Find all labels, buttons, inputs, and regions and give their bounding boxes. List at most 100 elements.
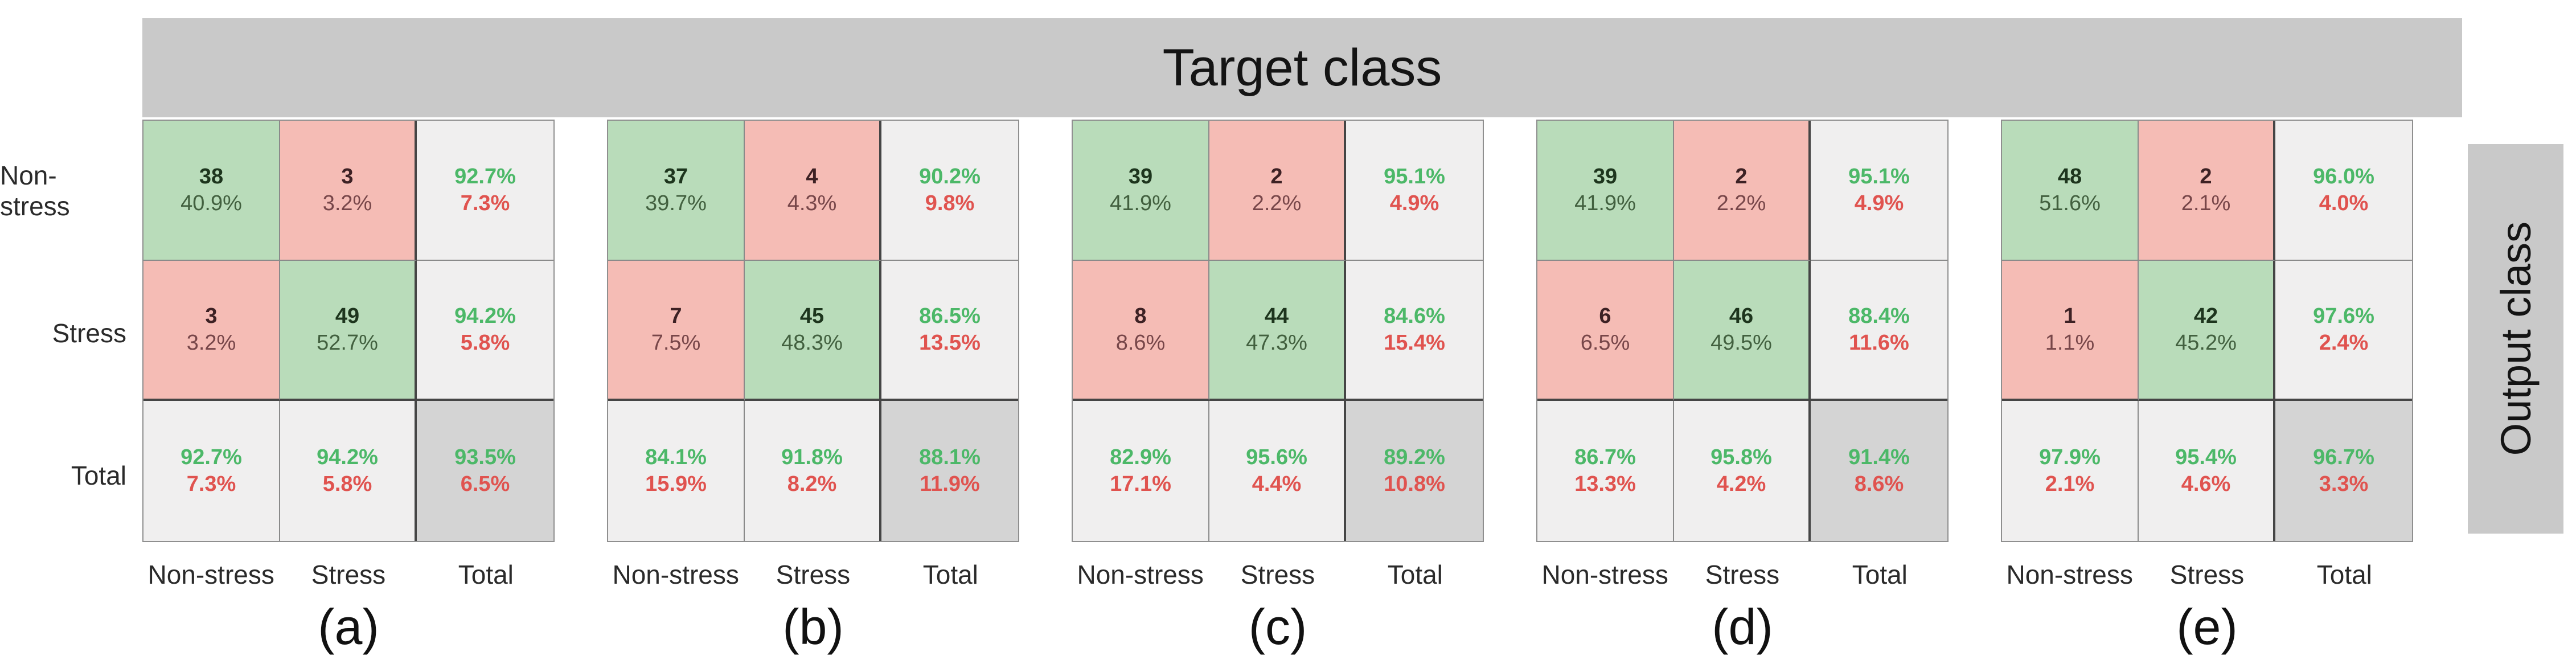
matrices-row: 38 40.9% 3 3.2% 92.7% 7.3% 3 3.2% 49 52.7% 94.2% 5.… bbox=[142, 120, 2413, 656]
column-label-total: Total bbox=[1387, 560, 1443, 589]
cell-percent: 4.0% bbox=[2319, 191, 2369, 215]
cell-value: 42 bbox=[2193, 304, 2218, 329]
cell-r1-c1: 44 47.3% bbox=[1209, 261, 1346, 401]
cell-r1-c0: 6 6.5% bbox=[1537, 261, 1674, 401]
cell-value: 97.6% bbox=[2313, 304, 2374, 329]
cell-value: 95.1% bbox=[1848, 165, 1910, 189]
cell-percent: 5.8% bbox=[460, 331, 510, 355]
output-class-label: Output class bbox=[2492, 222, 2540, 456]
cell-percent: 45.2% bbox=[2175, 331, 2237, 355]
cell-r0-c1: 2 2.2% bbox=[1674, 121, 1811, 261]
cell-percent: 3.3% bbox=[2319, 472, 2369, 496]
cell-value: 91.8% bbox=[781, 445, 843, 470]
matrix-grid: 37 39.7% 4 4.3% 90.2% 9.8% 7 7.5% 45 48.3% 86.5% 13… bbox=[607, 120, 1019, 542]
cell-percent: 4.6% bbox=[2181, 472, 2231, 496]
row-label-stress: Stress bbox=[52, 318, 126, 348]
cell-percent: 1.1% bbox=[2045, 331, 2095, 355]
cell-value: 94.2% bbox=[454, 304, 516, 329]
cell-value: 97.9% bbox=[2039, 445, 2101, 470]
cell-r2-c2: 93.5% 6.5% bbox=[417, 401, 553, 541]
matrix-caption: (d) bbox=[1712, 599, 1773, 655]
cell-r2-c1: 91.8% 8.2% bbox=[745, 401, 881, 541]
cell-value: 90.2% bbox=[919, 165, 981, 189]
cell-value: 1 bbox=[2064, 304, 2076, 329]
cell-r1-c1: 46 49.5% bbox=[1674, 261, 1811, 401]
cell-value: 84.6% bbox=[1384, 304, 1445, 329]
matrix-caption: (a) bbox=[318, 599, 379, 655]
cell-value: 95.6% bbox=[1246, 445, 1307, 470]
column-label-non-stress: Non-stress bbox=[2006, 560, 2133, 589]
cell-percent: 6.5% bbox=[1580, 331, 1630, 355]
column-labels: Non-stress Stress Total bbox=[2001, 542, 2413, 590]
cell-value: 4 bbox=[806, 165, 818, 189]
cell-r0-c2: 95.1% 4.9% bbox=[1346, 121, 1483, 261]
cell-r1-c1: 45 48.3% bbox=[745, 261, 881, 401]
cell-percent: 5.8% bbox=[322, 472, 372, 496]
cell-percent: 41.9% bbox=[1110, 191, 1171, 215]
cell-r0-c0: 37 39.7% bbox=[608, 121, 745, 261]
cell-percent: 4.9% bbox=[1389, 191, 1439, 215]
cell-percent: 51.6% bbox=[2039, 191, 2101, 215]
cell-percent: 41.9% bbox=[1574, 191, 1636, 215]
cell-value: 3 bbox=[205, 304, 218, 329]
cell-value: 2 bbox=[1270, 165, 1283, 189]
cell-r0-c2: 90.2% 9.8% bbox=[881, 121, 1018, 261]
cell-percent: 4.2% bbox=[1716, 472, 1766, 496]
cell-percent: 11.6% bbox=[1849, 331, 1909, 355]
column-label-stress: Stress bbox=[2169, 560, 2245, 589]
matrix-grid: 39 41.9% 2 2.2% 95.1% 4.9% 8 8.6% 44 47.3% 84.6% 15… bbox=[1072, 120, 1484, 542]
cell-r2-c0: 97.9% 2.1% bbox=[2002, 401, 2139, 541]
cell-r1-c2: 86.5% 13.5% bbox=[881, 261, 1018, 401]
cell-percent: 13.3% bbox=[1574, 472, 1636, 496]
cell-value: 44 bbox=[1264, 304, 1289, 329]
cell-value: 3 bbox=[341, 165, 354, 189]
column-label-stress: Stress bbox=[1705, 560, 1780, 589]
confusion-matrix: 48 51.6% 2 2.1% 96.0% 4.0% 1 1.1% 42 45.2% 97.6% 2.… bbox=[2001, 120, 2413, 656]
matrix-grid: 38 40.9% 3 3.2% 92.7% 7.3% 3 3.2% 49 52.7% 94.2% 5.… bbox=[142, 120, 555, 542]
cell-r1-c1: 42 45.2% bbox=[2139, 261, 2275, 401]
target-class-label: Target class bbox=[1162, 38, 1442, 97]
cell-value: 86.7% bbox=[1574, 445, 1636, 470]
target-class-band: Target class bbox=[142, 18, 2462, 117]
cell-r1-c2: 94.2% 5.8% bbox=[417, 261, 553, 401]
cell-percent: 7.3% bbox=[460, 191, 510, 215]
output-class-band: Output class bbox=[2468, 144, 2563, 534]
cell-value: 46 bbox=[1729, 304, 1754, 329]
cell-percent: 11.9% bbox=[920, 472, 980, 496]
cell-r2-c0: 84.1% 15.9% bbox=[608, 401, 745, 541]
cell-percent: 49.5% bbox=[1711, 331, 1772, 355]
cell-r0-c1: 2 2.1% bbox=[2139, 121, 2275, 261]
cell-value: 96.0% bbox=[2313, 165, 2374, 189]
cell-percent: 3.2% bbox=[322, 191, 372, 215]
cell-r2-c1: 95.8% 4.2% bbox=[1674, 401, 1811, 541]
cell-r1-c1: 49 52.7% bbox=[280, 261, 417, 401]
column-label-total: Total bbox=[458, 560, 514, 589]
column-label-stress: Stress bbox=[776, 560, 851, 589]
column-label-non-stress: Non-stress bbox=[612, 560, 739, 589]
column-labels: Non-stress Stress Total bbox=[1536, 542, 1949, 590]
cell-r0-c0: 38 40.9% bbox=[143, 121, 280, 261]
row-label-non-stress: Non-stress bbox=[0, 161, 70, 221]
cell-percent: 2.1% bbox=[2181, 191, 2231, 215]
cell-percent: 8.2% bbox=[787, 472, 837, 496]
cell-value: 82.9% bbox=[1110, 445, 1171, 470]
confusion-matrix: 38 40.9% 3 3.2% 92.7% 7.3% 3 3.2% 49 52.7% 94.2% 5.… bbox=[142, 120, 555, 656]
cell-value: 49 bbox=[335, 304, 360, 329]
cell-r1-c0: 3 3.2% bbox=[143, 261, 280, 401]
cell-percent: 13.5% bbox=[919, 331, 981, 355]
cell-percent: 2.2% bbox=[1716, 191, 1766, 215]
row-label-total: Total bbox=[71, 461, 126, 490]
cell-value: 93.5% bbox=[454, 445, 516, 470]
cell-r2-c0: 86.7% 13.3% bbox=[1537, 401, 1674, 541]
cell-percent: 9.8% bbox=[925, 191, 975, 215]
cell-value: 37 bbox=[663, 165, 688, 189]
cell-value: 48 bbox=[2057, 165, 2082, 189]
cell-value: 89.2% bbox=[1384, 445, 1445, 470]
column-label-non-stress: Non-stress bbox=[1077, 560, 1204, 589]
cell-percent: 8.6% bbox=[1115, 331, 1166, 355]
cell-percent: 10.8% bbox=[1384, 472, 1445, 496]
cell-percent: 3.2% bbox=[186, 331, 236, 355]
cell-percent: 39.7% bbox=[645, 191, 707, 215]
cell-percent: 4.3% bbox=[787, 191, 837, 215]
column-label-non-stress: Non-stress bbox=[1541, 560, 1668, 589]
